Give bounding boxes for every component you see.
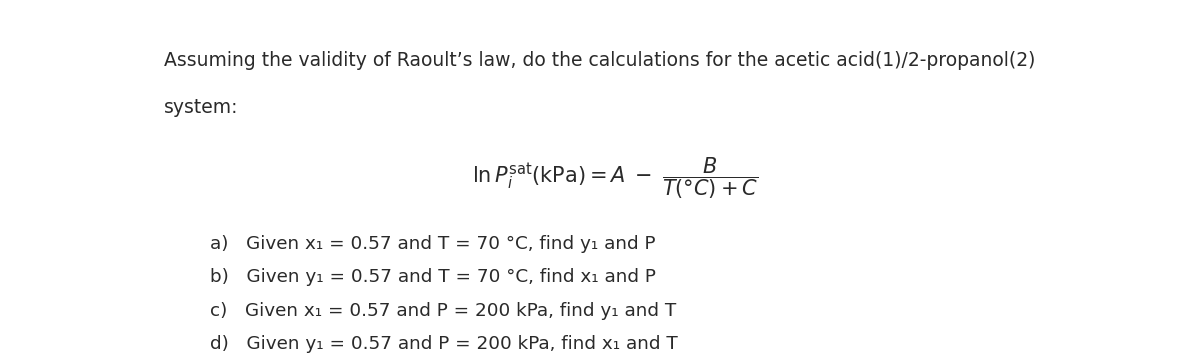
Text: a)   Given x₁ = 0.57 and T = 70 °C, find y₁ and P: a) Given x₁ = 0.57 and T = 70 °C, find y… <box>210 235 656 253</box>
Text: d)   Given y₁ = 0.57 and P = 200 kPa, find x₁ and T: d) Given y₁ = 0.57 and P = 200 kPa, find… <box>210 335 678 353</box>
Text: b)   Given y₁ = 0.57 and T = 70 °C, find x₁ and P: b) Given y₁ = 0.57 and T = 70 °C, find x… <box>210 269 656 286</box>
Text: Assuming the validity of Raoult’s law, do the calculations for the acetic acid(1: Assuming the validity of Raoult’s law, d… <box>164 51 1036 70</box>
Text: c)   Given x₁ = 0.57 and P = 200 kPa, find y₁ and T: c) Given x₁ = 0.57 and P = 200 kPa, find… <box>210 302 677 320</box>
Text: system:: system: <box>164 98 239 117</box>
Text: $\mathrm{ln}\,P_i^{\mathrm{sat}}\mathrm{(kPa)} = A\;-\;\dfrac{B}{T(°C)+C}$: $\mathrm{ln}\,P_i^{\mathrm{sat}}\mathrm{… <box>472 155 758 201</box>
